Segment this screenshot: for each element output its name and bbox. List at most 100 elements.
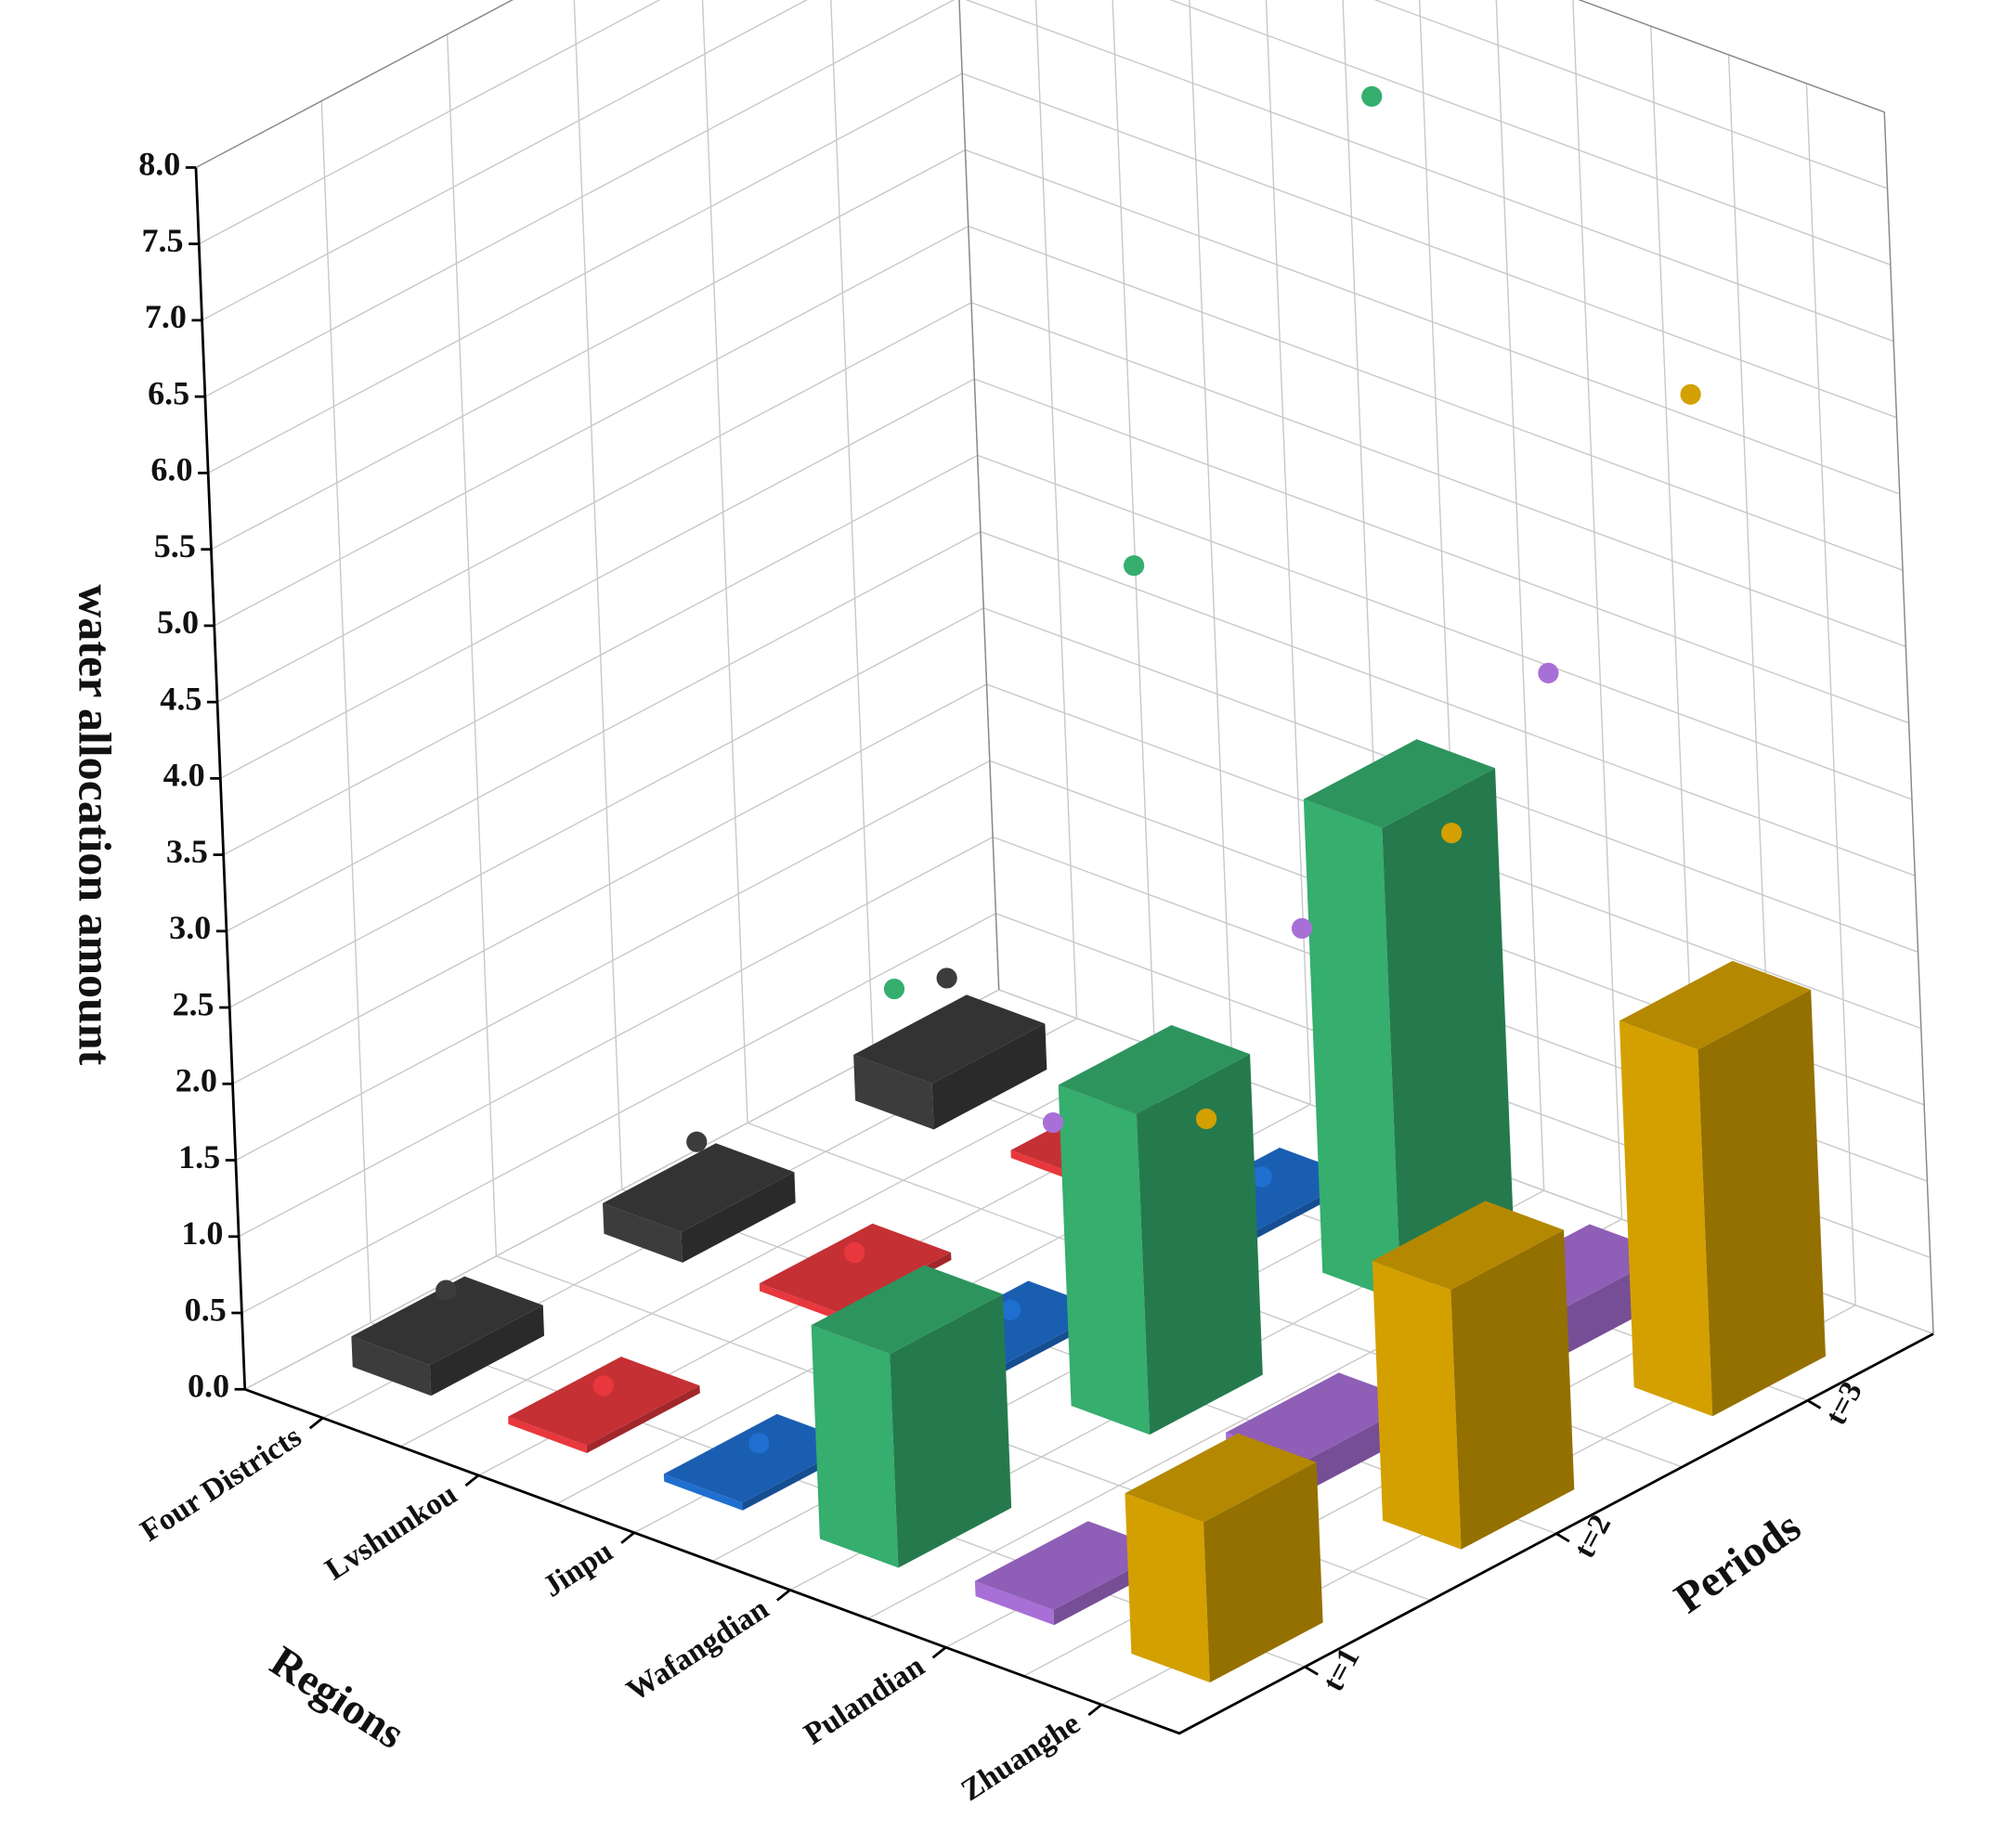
point [686,1131,708,1152]
y-tick-label: 7.0 [145,298,187,335]
x-tick-label: Wafangdian [620,1591,774,1708]
x-tick [931,1646,947,1659]
point [1361,85,1383,107]
bar [1372,1201,1575,1550]
bar [1125,1433,1323,1683]
point [592,1375,614,1396]
point [844,1241,865,1264]
z-axis-title: Periods [1666,1502,1809,1623]
grid-line [400,0,1156,1448]
x-tick-label: Zhuanghe [955,1706,1086,1808]
z-tick-label: t=1 [1316,1643,1367,1697]
bar-top [663,1413,856,1503]
z-tick [1806,1399,1822,1409]
point [883,978,905,1000]
bar-front [759,1283,839,1320]
x-tick [620,1531,635,1544]
bar-top [351,1276,543,1366]
bar-front [974,1580,1055,1626]
bar-top [603,1143,795,1232]
point [1042,1111,1064,1134]
frame-line [195,0,1934,1334]
bar [351,1276,545,1396]
bar-top [853,994,1046,1084]
bar-top [1225,1372,1418,1461]
bar-front [663,1474,743,1511]
bar [811,1265,1012,1568]
y-tick-label: 6.5 [148,374,189,411]
y-tick-label: 1.0 [181,1214,223,1252]
bar-side [890,1293,1012,1568]
grid-line [320,100,1306,1668]
grid-line [198,0,1888,245]
bar-top [974,1521,1167,1610]
x-axis-title: Regions [262,1637,412,1759]
point [999,1299,1021,1320]
bar-side [1697,989,1826,1417]
bar-side [1203,1461,1323,1683]
x-tick [775,1589,791,1602]
bar-side [1137,1054,1263,1435]
bar-front [508,1416,587,1453]
bar-side [681,1172,796,1263]
bar [508,1357,700,1453]
frame-line [958,0,1000,991]
bar-side [931,1023,1047,1130]
bar-side [1382,768,1515,1302]
y-tick-label: 2.0 [176,1062,217,1099]
x-tick [464,1474,480,1487]
bar-top [1619,960,1812,1050]
bar-front [351,1336,432,1396]
point [1195,1108,1217,1130]
point [1441,823,1463,844]
point [1251,1166,1272,1188]
bar-top [508,1357,700,1446]
z-tick [1304,1665,1319,1676]
bar-top [811,1265,1004,1355]
x-tick-label: Lvshunkou [319,1476,463,1587]
grid-line [446,34,1431,1602]
grid-line [573,0,1557,1535]
point [1680,383,1701,405]
bar [853,994,1047,1130]
bar-top [1058,1025,1251,1114]
bar-front [1372,1260,1462,1550]
y-tick-label: 6.0 [150,451,192,488]
grid-line [195,167,1180,1734]
y-tick-label: 1.5 [178,1138,220,1175]
y-tick-label: 3.0 [169,909,211,946]
y-tick-label: 4.5 [160,680,202,717]
bar-front [1303,799,1401,1302]
y-tick-label: 8.0 [138,146,180,183]
bar-side [1450,1229,1575,1550]
y-tick-label: 2.5 [172,985,214,1022]
bar [1058,1025,1263,1435]
y-tick-label: 5.0 [157,604,199,641]
bar-top [1372,1201,1565,1291]
y-tick-label: 0.0 [188,1368,229,1405]
x-tick-label: Jinpu [537,1534,618,1604]
bar-top [1303,739,1496,828]
grid-line [701,0,1683,1468]
point [1124,555,1145,577]
y-tick-label: 0.5 [185,1291,227,1328]
plot: water allocation amount Regions Periods … [70,0,1934,1808]
point [1291,917,1313,939]
z-tick [1555,1532,1570,1543]
point [436,1279,457,1301]
z-tick-label: t=3 [1818,1376,1869,1431]
bar-front [853,1054,934,1130]
x-tick-label: Four Districts [135,1420,307,1549]
point [936,967,957,989]
y-tick-label: 3.5 [166,833,208,870]
x-tick-label: Pulandian [798,1648,930,1751]
point [748,1433,770,1454]
y-tick-label: 7.5 [142,222,184,259]
bar-front [1619,1020,1713,1417]
x-tick [308,1417,324,1430]
bar [1303,739,1515,1302]
bar-top [759,1223,952,1313]
y-axis-title: water allocation amount [70,584,122,1065]
bar-side [429,1305,545,1396]
